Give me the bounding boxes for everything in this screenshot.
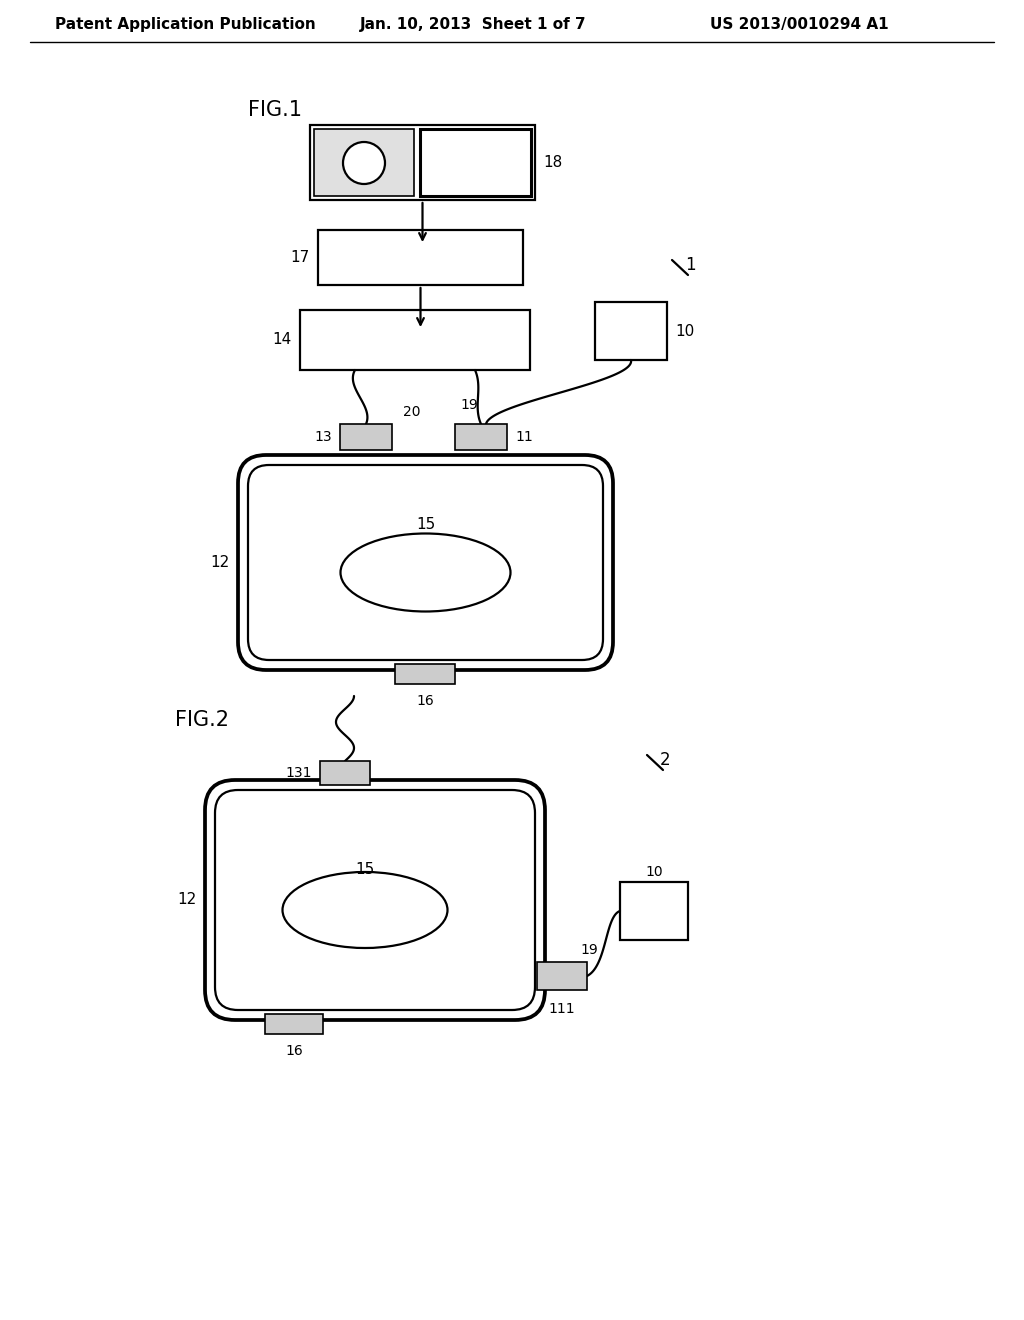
Text: 16: 16 [285, 1044, 303, 1059]
Text: 11: 11 [515, 430, 532, 444]
Bar [620, 882, 688, 940]
Text: 2: 2 [660, 751, 671, 770]
FancyBboxPatch shape [215, 789, 535, 1010]
Text: Jan. 10, 2013  Sheet 1 of 7: Jan. 10, 2013 Sheet 1 of 7 [360, 17, 587, 33]
Text: FIG.1: FIG.1 [248, 100, 302, 120]
Text: 18: 18 [543, 154, 562, 170]
Bar [595, 302, 667, 360]
Text: Patent Application Publication: Patent Application Publication [55, 17, 315, 33]
Bar [318, 230, 523, 285]
Bar [265, 1014, 323, 1034]
Circle shape [343, 143, 385, 183]
Bar [300, 310, 530, 370]
Text: FIG.2: FIG.2 [175, 710, 229, 730]
Bar [319, 762, 370, 785]
Text: 12: 12 [178, 892, 197, 908]
Text: US 2013/0010294 A1: US 2013/0010294 A1 [710, 17, 889, 33]
Text: 14: 14 [272, 333, 292, 347]
Text: 15: 15 [355, 862, 375, 878]
FancyBboxPatch shape [248, 465, 603, 660]
FancyBboxPatch shape [205, 780, 545, 1020]
Bar [420, 129, 531, 195]
Text: 10: 10 [675, 323, 694, 338]
Text: 19: 19 [580, 942, 598, 957]
Text: 15: 15 [416, 517, 435, 532]
Text: 16: 16 [416, 694, 434, 708]
Text: 12: 12 [211, 554, 230, 570]
Text: 131: 131 [286, 766, 312, 780]
FancyBboxPatch shape [238, 455, 613, 671]
Text: 13: 13 [314, 430, 332, 444]
Text: 1: 1 [685, 256, 695, 275]
Bar [340, 424, 392, 450]
Text: 19: 19 [460, 399, 478, 412]
Bar [455, 424, 507, 450]
Bar [395, 664, 455, 684]
Bar [314, 129, 414, 195]
Text: 111: 111 [549, 1002, 575, 1016]
Text: 20: 20 [403, 405, 421, 418]
Text: 10: 10 [645, 865, 663, 879]
Text: 17: 17 [291, 249, 310, 265]
Bar [537, 962, 587, 990]
Bar [310, 125, 535, 201]
Ellipse shape [283, 873, 447, 948]
Ellipse shape [341, 533, 511, 611]
